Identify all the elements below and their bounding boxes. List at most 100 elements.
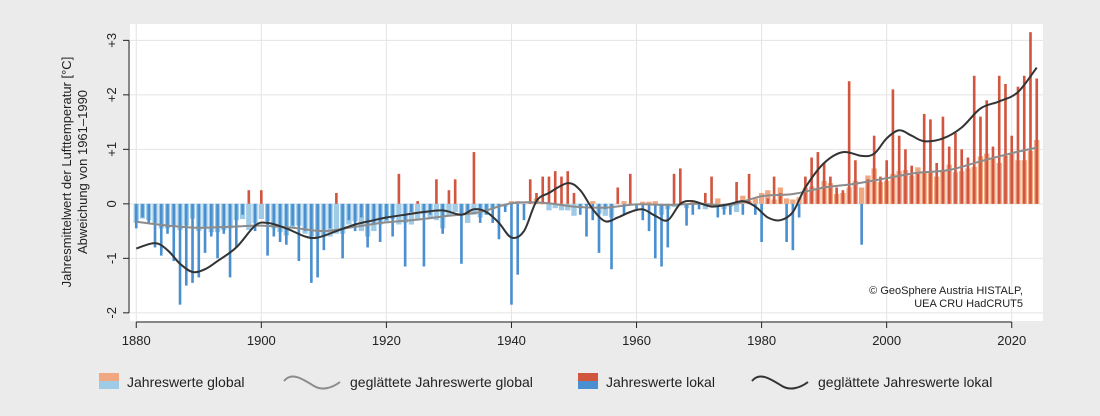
local-bar: [997, 75, 1001, 204]
local-bar: [666, 203, 670, 248]
local-bar: [879, 176, 882, 204]
global-bar: [452, 203, 458, 213]
local-bar: [159, 203, 163, 256]
local-bar: [710, 176, 713, 204]
local-bar: [791, 203, 795, 251]
local-bar: [854, 160, 857, 204]
local-bar: [641, 203, 645, 221]
legend-item-local-bars: Jahreswerte lokal: [578, 373, 715, 390]
local-bar: [1035, 78, 1039, 204]
local-bar: [829, 176, 832, 204]
legend-label-global-line: geglättete Jahreswerte global: [350, 374, 533, 390]
global-bar: [783, 198, 790, 204]
local-bar: [166, 203, 169, 234]
local-bar: [741, 203, 745, 215]
local-bar: [804, 176, 807, 204]
local-bar: [291, 203, 294, 226]
local-bar: [491, 203, 495, 223]
local-bar: [241, 203, 244, 215]
x-tick-label: 1900: [247, 333, 276, 348]
local-bar: [1004, 83, 1007, 204]
local-bar: [503, 203, 507, 213]
local-bar: [285, 203, 288, 245]
local-bar: [297, 203, 301, 262]
local-bar: [891, 89, 895, 204]
global-bar: [433, 203, 440, 221]
local-bar: [172, 203, 176, 262]
local-bar: [566, 171, 570, 204]
global-bar: [540, 203, 546, 205]
legend: Jahreswerte global geglättete Jahreswert…: [99, 373, 992, 390]
legend-label-local-bars: Jahreswerte lokal: [606, 374, 715, 390]
global-bar: [702, 203, 708, 210]
x-tick-label: 1920: [372, 333, 401, 348]
legend-item-global-line: geglättete Jahreswerte global: [283, 374, 533, 390]
x-tick-label: 1880: [122, 333, 151, 348]
local-bar: [904, 149, 907, 204]
local-bar: [547, 176, 551, 204]
global-bar: [715, 198, 721, 204]
global-bar: [858, 187, 865, 204]
local-bar: [385, 203, 388, 221]
x-tick-label: 1940: [497, 333, 526, 348]
axes: 1880 1900 1920 1940 1960 1980 2000 2020 +3 +2 +1 0 -…: [104, 33, 1026, 348]
local-bar: [184, 203, 188, 286]
local-bar: [134, 203, 138, 229]
local-bar: [578, 203, 582, 215]
local-bar: [760, 203, 763, 242]
global-bar: [396, 203, 402, 225]
y-tick-label: -2: [104, 307, 119, 319]
legend-swatch-global-positive: [99, 373, 119, 381]
local-bar: [153, 203, 157, 248]
global-bar: [558, 203, 565, 211]
local-bar: [1016, 86, 1020, 204]
local-bar: [991, 146, 995, 204]
legend-swatch-global-line: [283, 375, 341, 390]
local-bar: [885, 160, 888, 204]
local-bar: [403, 203, 407, 267]
local-bar: [847, 81, 851, 204]
global-bar: [446, 203, 452, 216]
global-bar: [246, 203, 252, 230]
local-bar: [347, 203, 351, 221]
legend-item-global-bars: Jahreswerte global: [99, 373, 245, 390]
local-bar: [416, 201, 419, 204]
local-bar: [653, 203, 657, 259]
local-bar: [835, 187, 838, 204]
local-bar: [610, 203, 613, 270]
global-bar: [646, 201, 652, 204]
local-bar: [916, 173, 920, 204]
local-bar: [597, 203, 601, 253]
local-bar: [372, 203, 376, 223]
local-bar: [1029, 32, 1032, 204]
local-bar: [472, 152, 476, 204]
global-bar: [790, 199, 796, 204]
smoothed-lines: [135, 66, 1038, 274]
local-bar: [441, 203, 444, 234]
local-bar: [816, 152, 820, 204]
local-bar: [485, 203, 488, 215]
legend-swatch-global-negative: [99, 381, 119, 389]
y-tick-label: +2: [104, 87, 119, 102]
local-bar: [691, 203, 695, 215]
local-bar: [328, 203, 332, 229]
global-bar: [765, 190, 771, 204]
global-bar: [733, 203, 740, 213]
local-bar: [516, 203, 520, 275]
local-bar: [647, 203, 651, 232]
global-bar: [758, 192, 765, 204]
local-bar: [209, 203, 213, 237]
local-bar: [591, 203, 595, 221]
global-bar: [565, 203, 571, 211]
local-bar: [603, 203, 607, 210]
local-bar: [553, 171, 557, 204]
x-tick-label: 1960: [622, 333, 651, 348]
local-bar: [985, 100, 989, 204]
attribution-line2: UEA CRU HadCRUT5: [914, 298, 1023, 310]
local-bar: [278, 203, 282, 242]
local-bar: [191, 203, 194, 283]
local-bar: [897, 135, 901, 204]
local-bar: [435, 179, 438, 204]
local-bar: [766, 198, 770, 204]
